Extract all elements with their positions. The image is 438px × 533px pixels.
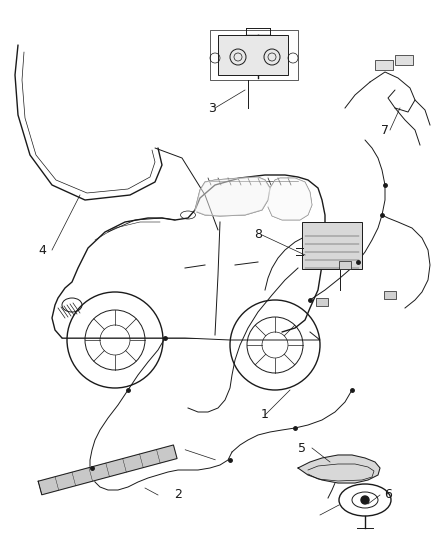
Bar xyxy=(210,30,298,80)
Polygon shape xyxy=(268,178,312,220)
Circle shape xyxy=(361,496,369,504)
Text: 2: 2 xyxy=(174,489,182,502)
Polygon shape xyxy=(38,445,177,495)
Text: 8: 8 xyxy=(254,229,262,241)
Polygon shape xyxy=(195,177,270,216)
FancyBboxPatch shape xyxy=(302,222,362,269)
Bar xyxy=(384,291,396,299)
Text: 5: 5 xyxy=(298,441,306,455)
Polygon shape xyxy=(298,455,380,483)
Bar xyxy=(339,261,351,269)
Text: 6: 6 xyxy=(384,489,392,502)
Text: 7: 7 xyxy=(381,124,389,136)
Text: 1: 1 xyxy=(261,408,269,422)
Bar xyxy=(218,35,288,75)
Text: 4: 4 xyxy=(38,244,46,256)
Bar xyxy=(316,298,328,306)
Bar xyxy=(375,60,393,70)
Bar xyxy=(395,55,413,65)
Text: 3: 3 xyxy=(208,101,216,115)
